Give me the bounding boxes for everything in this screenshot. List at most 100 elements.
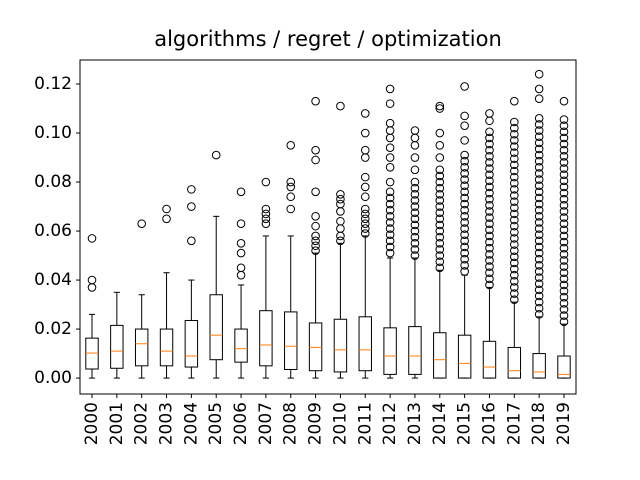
outlier bbox=[435, 104, 445, 113]
outlier bbox=[559, 139, 569, 149]
outlier bbox=[360, 172, 370, 182]
outlier bbox=[385, 187, 395, 197]
outlier bbox=[559, 280, 569, 290]
outlier bbox=[410, 208, 420, 217]
outlier bbox=[510, 197, 519, 206]
outlier bbox=[534, 236, 544, 246]
outlier bbox=[435, 171, 445, 181]
outlier bbox=[435, 238, 445, 248]
outlier bbox=[360, 153, 370, 162]
outlier bbox=[410, 189, 420, 199]
x-tick-label: 2012 bbox=[380, 402, 400, 445]
outlier bbox=[410, 232, 420, 242]
outlier bbox=[485, 268, 494, 278]
outlier bbox=[534, 156, 544, 166]
outlier bbox=[485, 152, 494, 161]
x-tick-label: 2006 bbox=[231, 402, 251, 445]
outlier bbox=[385, 153, 395, 162]
y-tick-label: 0.12 bbox=[34, 74, 72, 94]
outlier bbox=[534, 230, 544, 240]
box bbox=[408, 326, 422, 375]
outlier bbox=[485, 176, 494, 186]
outlier bbox=[534, 291, 544, 301]
outlier bbox=[534, 144, 544, 154]
outlier bbox=[360, 192, 370, 202]
outlier bbox=[385, 236, 395, 246]
outlier bbox=[510, 240, 519, 249]
outlier bbox=[336, 236, 345, 246]
outlier bbox=[435, 153, 445, 162]
outlier bbox=[311, 187, 320, 197]
outlier bbox=[187, 185, 196, 194]
x-tick-label: 2019 bbox=[554, 402, 574, 445]
x-tick-label: 2013 bbox=[405, 402, 425, 445]
outlier bbox=[559, 170, 569, 179]
outlier bbox=[460, 224, 469, 233]
x-tick-label: 2003 bbox=[157, 402, 177, 445]
plot-frame bbox=[79, 59, 577, 395]
x-tick-label: 2008 bbox=[281, 402, 301, 445]
outlier bbox=[485, 250, 494, 259]
outlier bbox=[485, 139, 494, 149]
outlier bbox=[435, 196, 445, 205]
x-tick-label: 2004 bbox=[181, 402, 201, 445]
outlier bbox=[460, 121, 469, 130]
outlier bbox=[385, 84, 395, 94]
outlier bbox=[559, 182, 569, 192]
outlier bbox=[534, 132, 544, 141]
x-tick-label: 2017 bbox=[504, 402, 524, 445]
outlier bbox=[559, 188, 569, 198]
outlier bbox=[385, 143, 395, 153]
outlier bbox=[534, 224, 544, 233]
box bbox=[532, 353, 546, 379]
outlier bbox=[435, 214, 445, 224]
outlier bbox=[460, 267, 469, 276]
outlier bbox=[510, 258, 519, 268]
outlier bbox=[534, 242, 544, 252]
outlier bbox=[559, 194, 569, 204]
outlier bbox=[410, 126, 420, 135]
outlier bbox=[534, 94, 544, 104]
outlier bbox=[534, 205, 544, 215]
outlier bbox=[510, 154, 519, 164]
box bbox=[507, 346, 522, 379]
outlier bbox=[460, 150, 469, 160]
outlier bbox=[559, 268, 569, 278]
outlier bbox=[460, 181, 469, 191]
outlier bbox=[510, 129, 519, 139]
outlier bbox=[261, 209, 271, 219]
outlier bbox=[485, 237, 494, 247]
outlier bbox=[187, 202, 196, 211]
outlier bbox=[286, 177, 296, 187]
outlier bbox=[534, 267, 544, 276]
outlier bbox=[261, 214, 271, 224]
outlier bbox=[559, 274, 569, 284]
outlier bbox=[410, 165, 420, 175]
outlier bbox=[559, 115, 569, 124]
outlier bbox=[385, 199, 395, 209]
outlier bbox=[460, 111, 469, 121]
outlier bbox=[410, 196, 420, 205]
outlier bbox=[261, 177, 271, 187]
outlier bbox=[485, 164, 494, 173]
outlier bbox=[534, 120, 544, 129]
outlier bbox=[510, 148, 519, 157]
outlier bbox=[336, 189, 345, 199]
outlier bbox=[510, 295, 519, 304]
outlier bbox=[336, 199, 345, 209]
y-tick-label: 0.08 bbox=[34, 172, 72, 192]
outlier bbox=[559, 225, 569, 235]
box bbox=[110, 324, 124, 369]
outlier bbox=[510, 289, 519, 298]
outlier bbox=[410, 251, 420, 260]
outlier bbox=[435, 263, 445, 273]
x-tick-label: 2014 bbox=[430, 402, 450, 445]
outlier bbox=[187, 236, 196, 246]
outlier bbox=[534, 193, 544, 203]
box bbox=[482, 340, 497, 379]
box bbox=[308, 322, 323, 372]
outlier bbox=[559, 96, 569, 106]
y-tick-label: 0.04 bbox=[34, 270, 72, 290]
outlier bbox=[87, 234, 97, 243]
outlier bbox=[534, 218, 544, 227]
